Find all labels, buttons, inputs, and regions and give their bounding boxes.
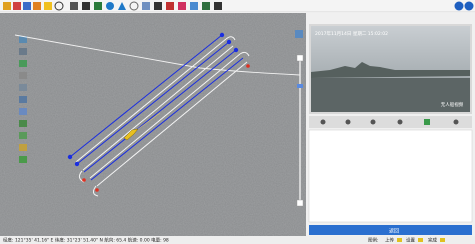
- legend-item: 上传: [385, 237, 394, 244]
- tool-icon[interactable]: [202, 2, 210, 10]
- legend-swatch: [440, 238, 445, 242]
- waypoint[interactable]: [68, 155, 72, 159]
- waypoint[interactable]: [220, 33, 224, 37]
- video-button[interactable]: [371, 120, 376, 125]
- video-controls: [309, 116, 472, 128]
- video-timestamp: 2017年11月14日 星期二 15:02:02: [315, 30, 388, 37]
- waypoint[interactable]: [75, 162, 79, 166]
- video-watermark: 无人船视频: [441, 101, 464, 108]
- legend-item: 完成: [428, 237, 437, 244]
- legend-swatch: [418, 238, 423, 242]
- status-position: 经度: 121°35' 41.16" E 纬度: 31°23' 51.40" N…: [3, 237, 169, 244]
- tool-icon[interactable]: [154, 2, 162, 10]
- waypoint-done[interactable]: [246, 64, 250, 68]
- video-button[interactable]: [454, 120, 459, 125]
- map-tool[interactable]: [19, 156, 27, 163]
- window-button[interactable]: [465, 2, 474, 11]
- tool-icon[interactable]: [190, 2, 198, 10]
- map-tool[interactable]: [19, 48, 27, 55]
- tool-icon[interactable]: [23, 2, 31, 10]
- info-panel: [309, 130, 472, 222]
- tool-icon[interactable]: [33, 2, 41, 10]
- tool-icon[interactable]: [106, 2, 114, 10]
- tool-icon[interactable]: [82, 2, 90, 10]
- map-tool[interactable]: [19, 60, 27, 67]
- waypoint[interactable]: [234, 48, 238, 52]
- tool-icon[interactable]: [3, 2, 11, 10]
- tool-icon[interactable]: [166, 2, 174, 10]
- map-tool[interactable]: [19, 120, 27, 127]
- waypoint-done[interactable]: [82, 178, 86, 182]
- map-tool[interactable]: [295, 30, 303, 38]
- tool-icon[interactable]: [13, 2, 21, 10]
- legend-swatch: [397, 238, 402, 242]
- video-button[interactable]: [321, 120, 326, 125]
- map-tool[interactable]: [19, 84, 27, 91]
- map-tool[interactable]: [19, 96, 27, 103]
- map-tool[interactable]: [19, 72, 27, 79]
- video-button[interactable]: [346, 120, 351, 125]
- tool-icon[interactable]: [44, 2, 52, 10]
- map-tool[interactable]: [19, 144, 27, 151]
- legend-item: 设置: [406, 237, 415, 244]
- return-button-label[interactable]: 返回: [389, 228, 399, 235]
- screen: 2017年11月14日 星期二 15:02:02 无人船视频 返回 经度: 12…: [0, 0, 475, 244]
- tool-icon[interactable]: [178, 2, 186, 10]
- video-button[interactable]: [398, 120, 403, 125]
- waypoint[interactable]: [227, 40, 231, 44]
- map-tool[interactable]: [19, 132, 27, 139]
- map-tool[interactable]: [19, 108, 27, 115]
- tool-icon[interactable]: [70, 2, 78, 10]
- video-button[interactable]: [424, 119, 430, 125]
- window-button[interactable]: [455, 2, 464, 11]
- legend-title: 图例:: [368, 237, 379, 244]
- waypoint-done[interactable]: [95, 188, 99, 192]
- tool-icon[interactable]: [214, 2, 222, 10]
- video: 2017年11月14日 星期二 15:02:02 无人船视频: [311, 26, 470, 112]
- app-window: 2017年11月14日 星期二 15:02:02 无人船视频 返回 经度: 12…: [0, 0, 475, 244]
- tool-icon[interactable]: [142, 2, 150, 10]
- return-button[interactable]: 返回: [309, 225, 472, 235]
- map[interactable]: [0, 13, 306, 236]
- tool-icon[interactable]: [94, 2, 102, 10]
